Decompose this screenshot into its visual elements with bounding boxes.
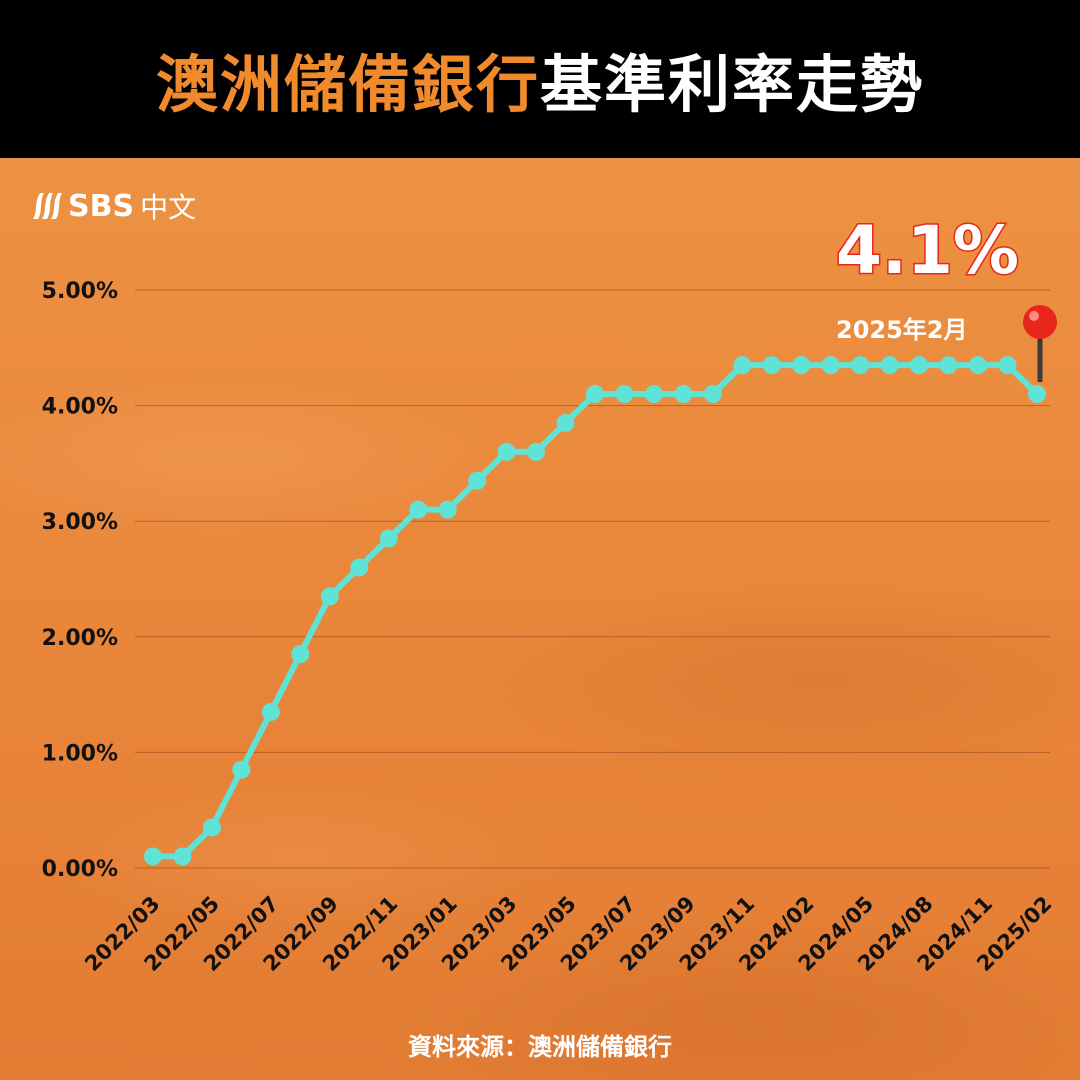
y-tick-label: 1.00%: [42, 741, 118, 766]
data-point: [202, 818, 221, 837]
logo-brand: SBS: [68, 188, 135, 224]
y-tick-label: 0.00%: [42, 857, 118, 882]
background-texture: [0, 158, 1080, 1080]
data-point: [468, 471, 487, 490]
data-point: [644, 385, 663, 404]
data-point: [615, 385, 634, 404]
title-bar: 澳洲儲備銀行基準利率走勢: [0, 0, 1080, 158]
data-point: [762, 356, 781, 375]
data-point: [261, 702, 280, 721]
data-point: [232, 760, 251, 779]
data-point: [586, 385, 604, 404]
data-point: [291, 645, 310, 664]
data-point: [320, 587, 339, 606]
data-point: [409, 500, 428, 519]
data-point: [969, 356, 988, 375]
data-point: [527, 442, 546, 461]
data-point: [1028, 385, 1046, 404]
y-tick-label: 4.00%: [42, 395, 118, 420]
data-point: [438, 500, 457, 519]
data-point: [350, 558, 369, 577]
y-tick-label: 5.00%: [42, 279, 118, 304]
series-group: [144, 356, 1046, 866]
data-point: [998, 356, 1017, 375]
map-pin-icon: [1023, 305, 1057, 382]
logo-language: 中文: [140, 191, 197, 224]
data-point: [703, 385, 722, 404]
title-rest: 基準利率走勢: [540, 48, 925, 121]
callout-date: 2025年2月: [836, 316, 968, 344]
data-point: [880, 356, 899, 375]
y-tick-label: 2.00%: [42, 626, 118, 651]
series-line: [153, 362, 1040, 860]
data-point: [792, 356, 811, 375]
sbs-wave-icon: [33, 193, 62, 219]
callout-value: 4.1%: [834, 211, 1020, 291]
data-point: [173, 847, 192, 866]
data-point: [674, 385, 693, 404]
data-point: [821, 356, 840, 375]
title-highlight: 澳洲儲備銀行: [155, 48, 540, 121]
chart-grid: [135, 289, 1050, 869]
y-tick-label: 3.00%: [42, 510, 118, 535]
data-point: [939, 356, 958, 375]
sbs-logo: SBS 中文: [30, 186, 196, 226]
data-point: [556, 413, 575, 432]
source-note: 資料來源：澳洲儲備銀行: [408, 1033, 672, 1061]
data-point: [379, 529, 398, 548]
data-point: [733, 356, 752, 375]
data-point: [144, 847, 162, 866]
page-title: 澳洲儲備銀行基準利率走勢: [156, 34, 924, 124]
x-axis: 2022/032022/052022/072022/092022/112023/…: [80, 892, 1056, 976]
data-point: [497, 442, 516, 461]
data-point: [851, 356, 870, 375]
y-axis: 0.00% 1.00% 2.00% 3.00% 4.00% 5.00%: [42, 279, 118, 882]
data-point: [910, 356, 929, 375]
